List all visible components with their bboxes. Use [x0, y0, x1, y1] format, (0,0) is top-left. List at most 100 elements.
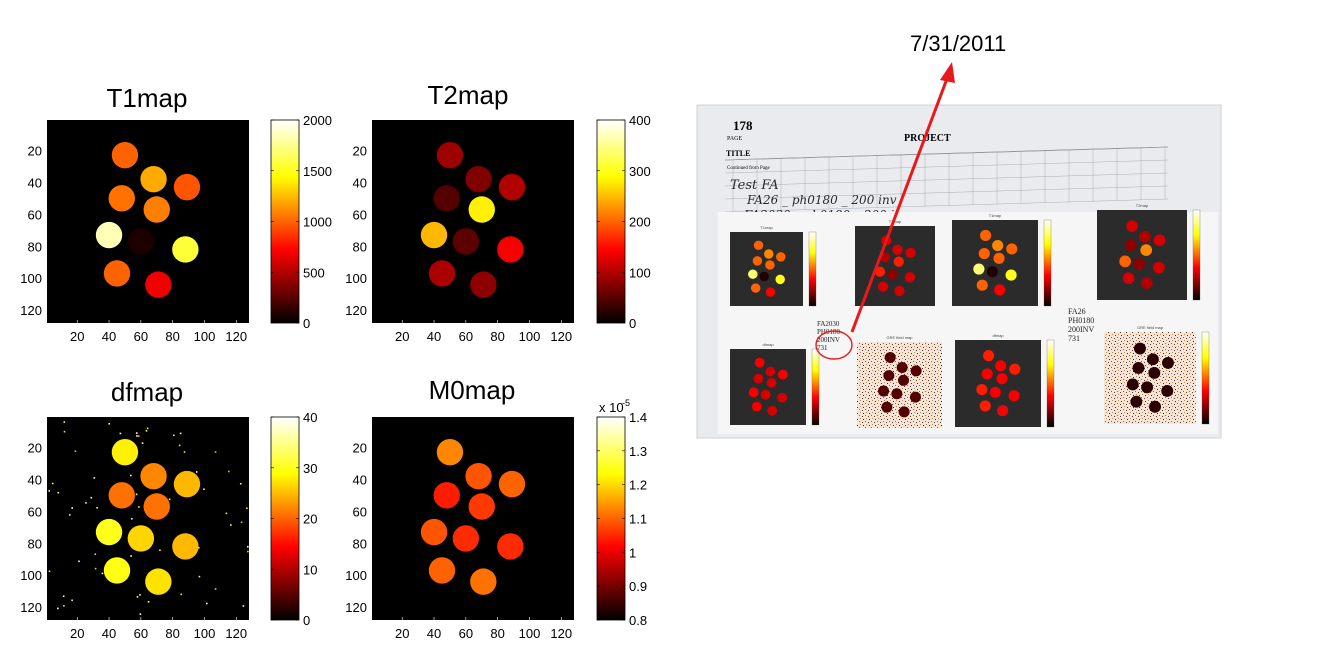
noise-speck: [178, 444, 181, 447]
mini-vial: [1005, 269, 1017, 281]
noise-speck: [51, 482, 54, 485]
colorbar-tick-label: 10: [303, 562, 317, 577]
noise-speck: [130, 518, 133, 520]
mini-vial: [980, 229, 992, 242]
y-tick-label: 40: [28, 472, 42, 487]
noise-speck: [101, 572, 104, 575]
phantom-vial-9: [428, 260, 456, 287]
phantom-vial-1: [111, 438, 139, 466]
phantom-vial-10: [145, 271, 172, 298]
y-tick-label: 60: [28, 207, 42, 222]
mini-vial: [1132, 361, 1145, 374]
mini-vial: [1006, 243, 1018, 255]
phantom-vial-4: [108, 482, 135, 509]
notebook-grid: [724, 146, 1169, 213]
highlight-circle: [815, 330, 853, 360]
noise-speck: [94, 553, 97, 556]
mini-vial: [905, 247, 916, 259]
x-tick-label: 20: [395, 329, 409, 344]
svg-text:731: 731: [817, 344, 828, 352]
colorbar-tick-label: 20: [303, 512, 317, 527]
mini-vial: [976, 384, 988, 396]
mini-title: T2map: [889, 219, 902, 224]
notebook-photo: 178 PAGE PROJECT TITLE Continued from Pa…: [696, 104, 1222, 439]
x-tick-label: 120: [550, 626, 572, 641]
colorbar-tick-label: 1.3: [629, 444, 647, 459]
colorbar-tick-label: 0: [303, 316, 310, 331]
mini-vial: [910, 365, 922, 377]
mini-vial: [1162, 356, 1174, 369]
noise-speck: [146, 427, 149, 430]
x-tick-label: 80: [490, 329, 504, 344]
noise-speck: [138, 506, 140, 508]
date-label: 7/31/2011: [910, 31, 1006, 56]
mini-vial: [881, 401, 893, 413]
noise-speck: [71, 507, 73, 509]
phantom-vial-3: [173, 173, 201, 201]
phantom-vial-1: [436, 438, 464, 466]
y-tick-label: 80: [28, 536, 42, 551]
mini-vial: [1141, 277, 1153, 289]
mini-vial: [896, 362, 908, 374]
phantom-vial-2: [465, 165, 492, 193]
noise-speck: [246, 545, 249, 548]
phantom-vial-5: [143, 196, 170, 223]
mini-plot-3: T1map: [952, 213, 1052, 307]
mini-vial: [1126, 378, 1139, 391]
mini-vial: [767, 405, 778, 416]
y-tick-label: 120: [20, 303, 42, 318]
mini-vial: [893, 256, 904, 267]
mini-title: dfmap: [762, 342, 774, 347]
mini-vial: [764, 249, 774, 259]
noise-speck: [173, 434, 175, 437]
mini-vial: [775, 274, 785, 285]
noise-speck: [147, 601, 150, 603]
colorbar-tick-label: 1.2: [629, 478, 647, 493]
noise-speck: [141, 442, 144, 444]
x-tick-label: 60: [459, 626, 473, 641]
mini-colorbar: [1043, 219, 1052, 307]
chart-t1map: T1map 20 40 60 80 100 120 20 40 60 80 100 120 0 500 100…: [20, 83, 332, 344]
mini-vial: [1130, 395, 1143, 408]
mini-vial: [874, 266, 886, 277]
notebook-page-label: PAGE: [727, 136, 742, 142]
mini-vial: [909, 391, 921, 403]
svg-text:FA2030: FA2030: [817, 320, 840, 328]
noise-speck: [239, 482, 242, 485]
mini-colorbar: [1046, 339, 1055, 428]
x-tick-label: 120: [550, 329, 572, 344]
phantom-vial-8: [172, 533, 199, 560]
noise-speck: [57, 607, 59, 610]
phantom-vial-7: [127, 525, 155, 552]
chart-dfmap: dfmap 20 40 60 80 100 120 20 40 60 80 100 120 0 10 20 30…: [20, 377, 317, 641]
mini-vial: [748, 269, 758, 279]
phantom-vial-5: [468, 196, 495, 223]
svg-text:200INV: 200INV: [817, 336, 840, 344]
mini-plot-area: [1104, 332, 1196, 424]
plot-title: M0map: [429, 375, 516, 405]
noise-speck: [225, 512, 228, 515]
mini-title: GRE field map: [886, 335, 913, 340]
phantom-vial-6: [95, 221, 123, 249]
mini-plot-1: T1map: [730, 225, 817, 307]
noise-speck: [62, 595, 65, 598]
plot-title: T2map: [428, 80, 509, 110]
notebook-project-label: PROJECT: [904, 133, 951, 144]
noise-speck: [63, 605, 65, 607]
mini-colorbar: [808, 231, 817, 307]
mini-vial: [986, 266, 998, 278]
printout-mini-plots: T1map T2map T1map T2map dfmap GRE field map df…: [730, 203, 1210, 428]
mini-plot-6: GRE field map: [857, 335, 942, 428]
mini-vial: [776, 252, 786, 262]
x-tick-label: 40: [427, 626, 441, 641]
mini-vial: [1009, 363, 1021, 375]
colorbar-tick-label: 1.1: [629, 512, 647, 527]
noise-speck: [240, 521, 243, 524]
mini-vial: [1141, 381, 1154, 394]
x-tick-label: 60: [134, 329, 148, 344]
mini-vial: [765, 287, 776, 297]
y-tick-label: 20: [353, 440, 367, 455]
phantom-vial-6: [420, 518, 448, 546]
y-tick-label: 40: [353, 175, 367, 190]
